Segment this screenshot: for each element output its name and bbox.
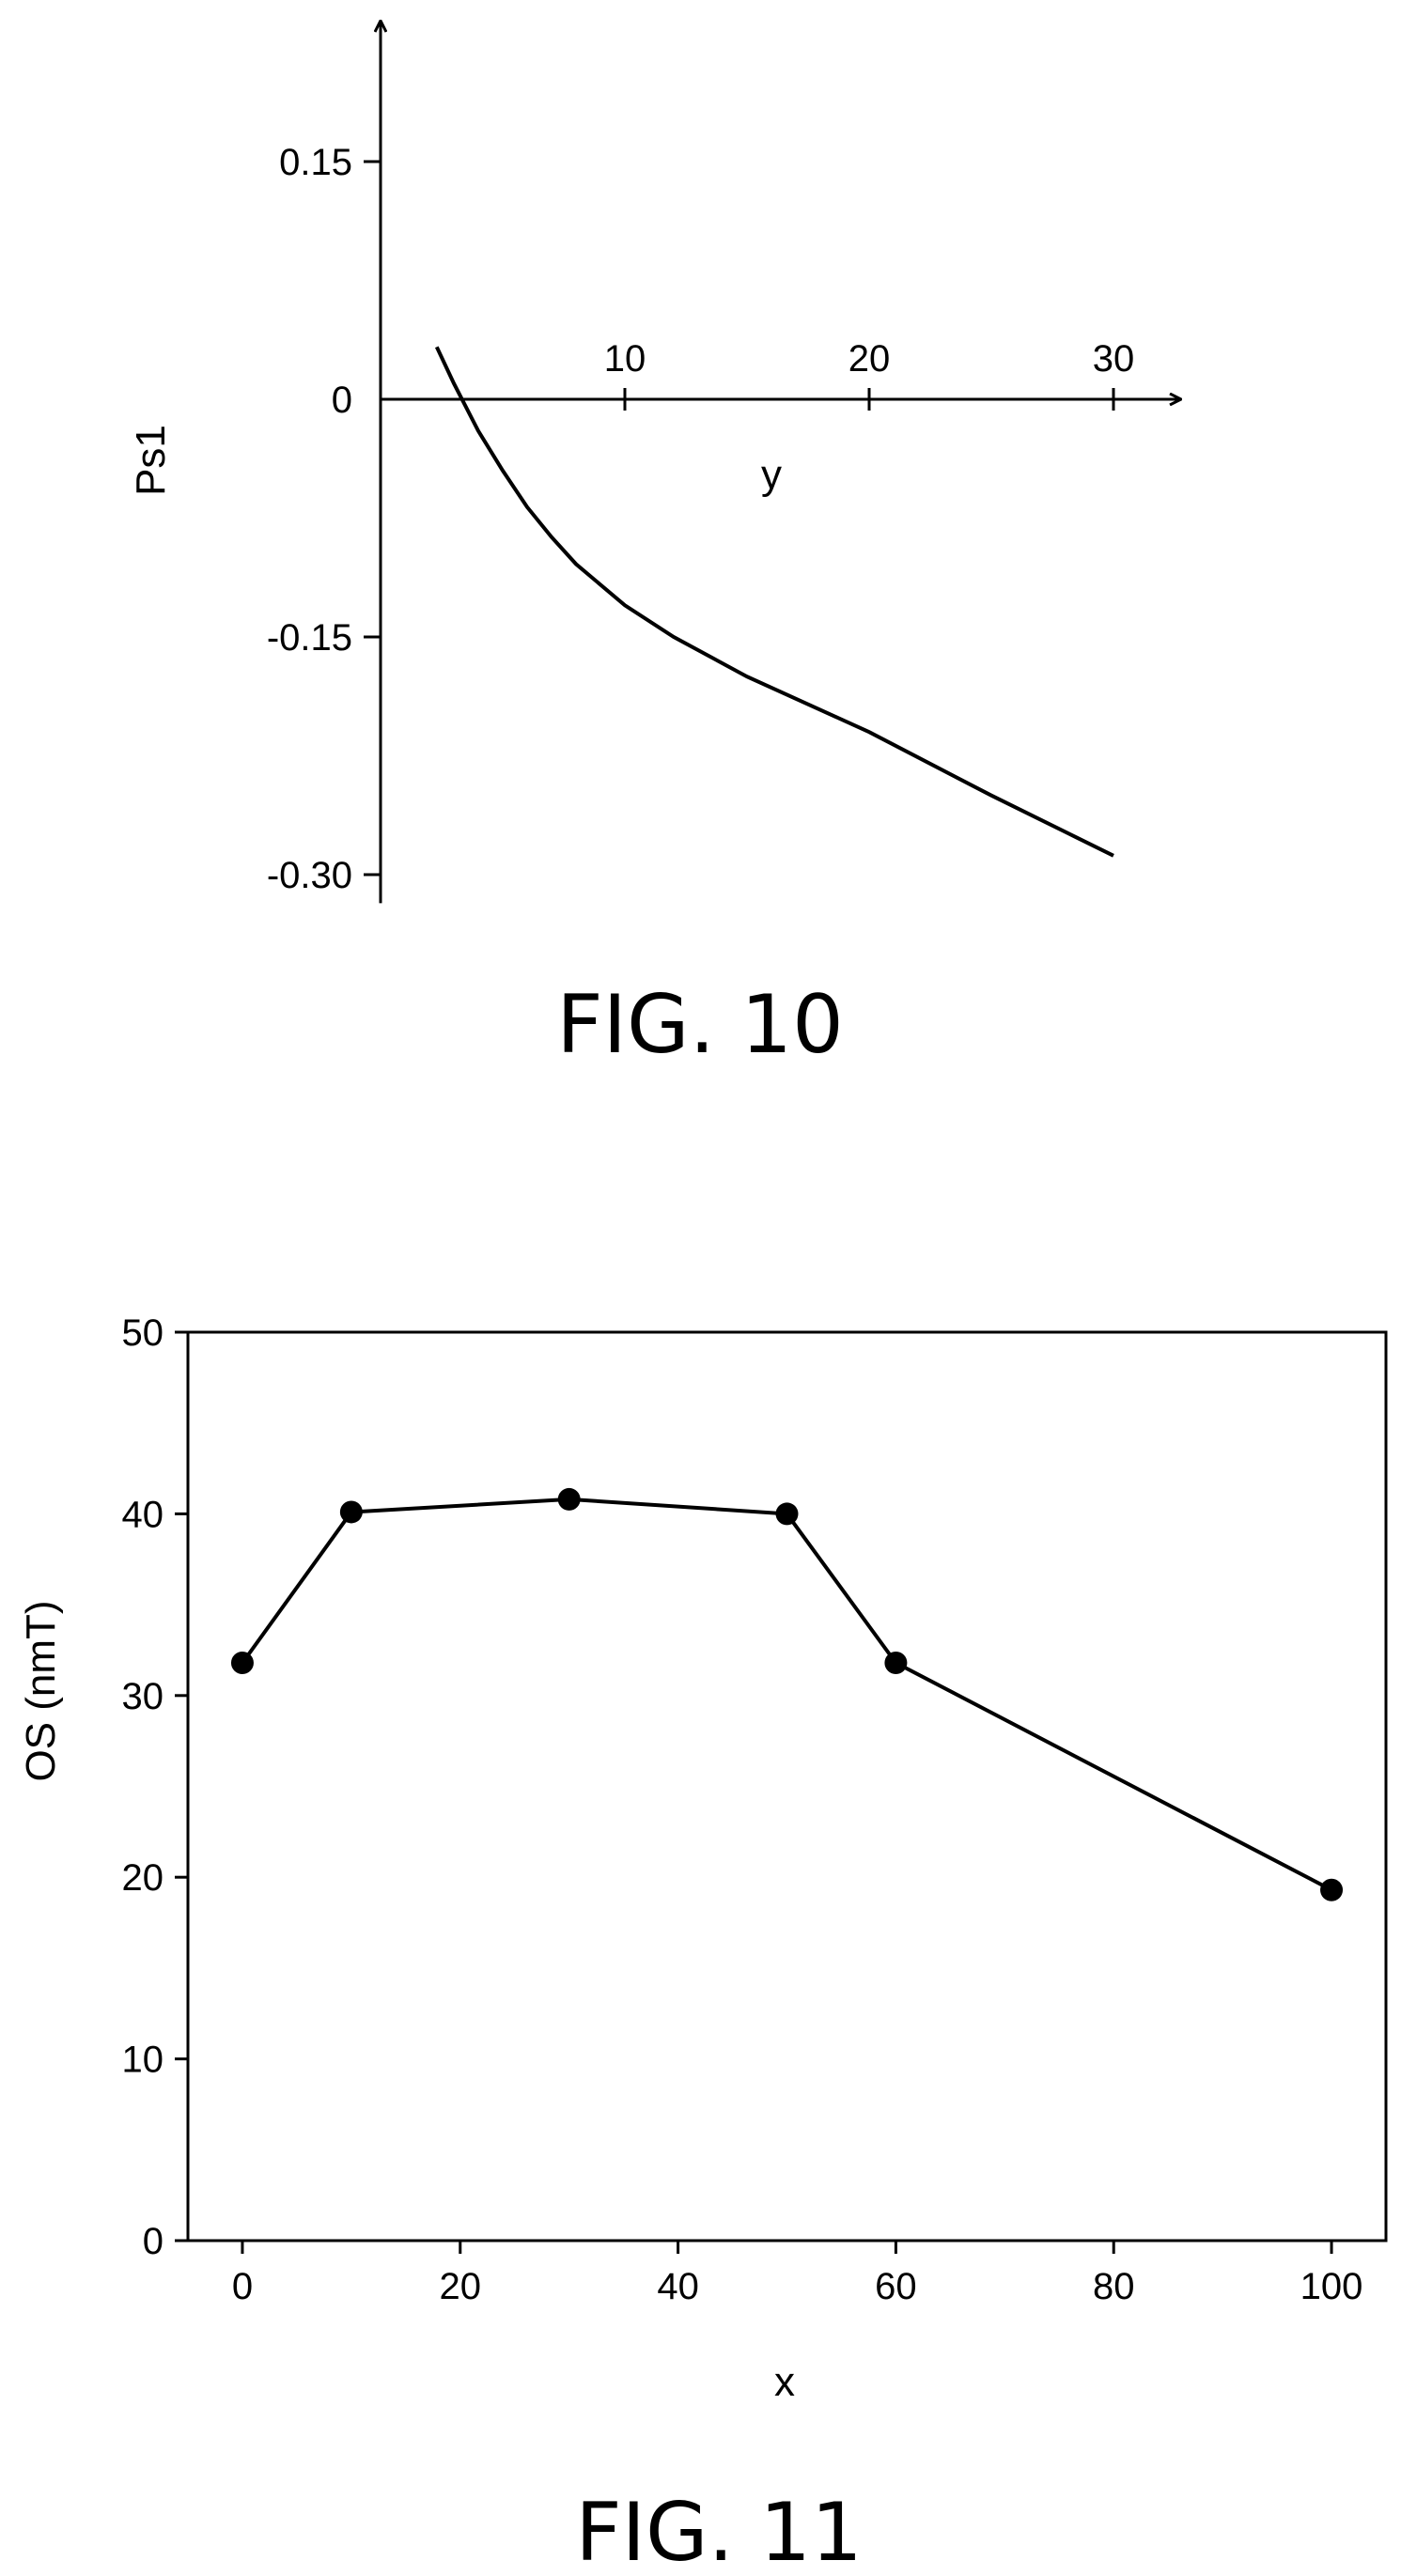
fig11-data-point (230, 1651, 254, 1674)
fig11-y-tick-label: 10 (122, 2040, 164, 2081)
fig10-caption: FIG. 10 (556, 978, 844, 1072)
fig10-y-tick-label: 0 (332, 380, 352, 421)
fig11-data-points (230, 1487, 1344, 1901)
fig11-x-tick-label: 100 (1300, 2266, 1363, 2307)
fig11-data-point (884, 1651, 908, 1674)
fig10-x-tick-label: 10 (604, 338, 646, 380)
fig11-data-point (775, 1502, 799, 1526)
fig11-x-tick-label: 0 (232, 2266, 253, 2307)
fig11-y-axis-label: OS (nmT) (18, 1600, 64, 1781)
fig11-plot-frame (186, 1330, 1388, 2242)
fig11-y-tick-label: 20 (122, 1857, 164, 1899)
fig10-y-tick-label: 0.15 (279, 142, 352, 183)
fig11-caption: FIG. 11 (575, 2486, 863, 2576)
fig11-y-ticks: 0 10 20 30 40 50 (122, 1312, 188, 2262)
fig10-y-ticks: 0.15 0 -0.15 -0.30 (267, 142, 381, 896)
fig10-series-curve (434, 346, 1114, 858)
fig10-x-tick-label: 20 (848, 338, 891, 380)
fig11-x-tick-label: 80 (1093, 2266, 1135, 2307)
fig11-series-line (241, 1497, 1332, 1892)
fig11-x-tick-label: 40 (657, 2266, 699, 2307)
fig10-x-axis-label: y (761, 452, 782, 498)
fig11-x-tick-label: 20 (440, 2266, 482, 2307)
fig11-x-ticks: 0 20 40 60 80 100 (232, 2241, 1363, 2307)
fig10-y-tick-label: -0.15 (267, 617, 352, 659)
fig11-data-point (557, 1487, 581, 1511)
fig11-data-point (1320, 1878, 1344, 1901)
fig11-y-tick-label: 0 (143, 2221, 163, 2262)
fig10-chart: 10 20 30 0.15 0 -0.15 -0.30 y Ps1 FIG. 10 (128, 21, 1181, 1072)
fig11-chart: 0 20 40 60 80 100 0 10 20 30 40 50 x OS (nmT) FIG.… (18, 1312, 1388, 2576)
fig11-y-tick-label: 50 (122, 1312, 164, 1354)
fig11-y-tick-label: 40 (122, 1494, 164, 1535)
fig10-y-axis-label: Ps1 (128, 425, 174, 496)
fig10-x-tick-label: 30 (1093, 338, 1135, 380)
fig10-y-tick-label: -0.30 (267, 855, 352, 896)
fig11-x-axis-label: x (774, 2359, 795, 2405)
fig11-data-point (339, 1500, 363, 1524)
fig11-y-tick-label: 30 (122, 1676, 164, 1717)
fig10-x-ticks: 10 20 30 (604, 338, 1135, 411)
fig11-x-tick-label: 60 (875, 2266, 917, 2307)
